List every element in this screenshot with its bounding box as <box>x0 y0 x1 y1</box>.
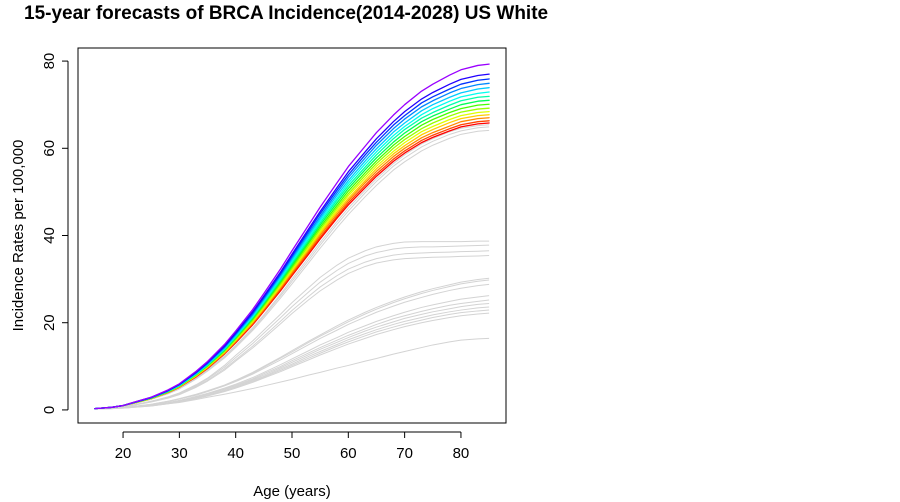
forecast-series-group <box>94 63 490 410</box>
historical-line-13 <box>94 303 490 410</box>
x-tick-label: 40 <box>227 445 244 462</box>
y-tick-label: 20 <box>41 314 58 331</box>
historical-line-14 <box>94 306 490 410</box>
x-tick-label: 30 <box>171 445 188 462</box>
y-tick-label: 60 <box>41 140 58 157</box>
x-tick-label: 20 <box>115 445 132 462</box>
y-axis-label: Incidence Rates per 100,000 <box>10 140 27 332</box>
historical-line-17 <box>94 337 490 410</box>
historical-line-3 <box>94 124 490 410</box>
y-tick-label: 0 <box>41 406 58 414</box>
chart-title: 15-year forecasts of BRCA Incidence(2014… <box>24 3 548 24</box>
x-axis-label: Age (years) <box>253 483 331 500</box>
y-tick-label: 80 <box>41 53 58 70</box>
historical-line-8 <box>94 277 490 410</box>
forecast-line-15 <box>94 63 490 410</box>
y-tick-label: 40 <box>41 227 58 244</box>
historical-line-9 <box>94 279 490 410</box>
historical-series-group <box>94 124 490 410</box>
x-tick-label: 60 <box>340 445 357 462</box>
x-axis: 20 30 40 50 60 70 80 <box>115 431 470 462</box>
plot-frame <box>77 47 507 424</box>
y-axis: 0 20 40 60 80 <box>41 53 69 414</box>
x-tick-label: 80 <box>453 445 470 462</box>
historical-line-12 <box>94 299 490 410</box>
historical-line-7 <box>94 255 490 410</box>
historical-line-10 <box>94 283 490 410</box>
forecast-line-12 <box>94 82 490 410</box>
x-tick-label: 50 <box>284 445 301 462</box>
x-tick-label: 70 <box>396 445 413 462</box>
historical-line-15 <box>94 309 490 410</box>
